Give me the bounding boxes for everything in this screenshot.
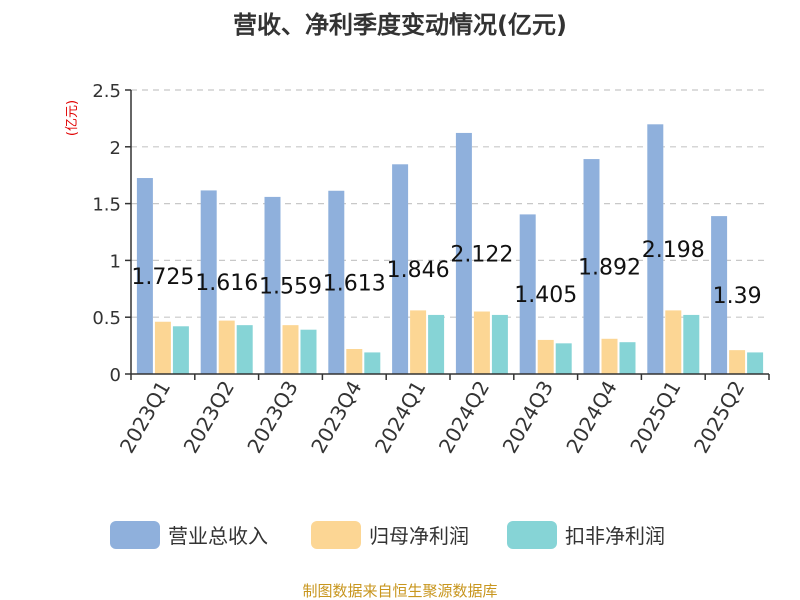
data-label: 1.725 <box>131 265 194 290</box>
data-label: 2.198 <box>642 238 705 263</box>
bar-series-2 <box>346 349 363 374</box>
y-axis-ticks: 0 0.5 1 1.5 2 2.5 <box>92 81 131 386</box>
legend-label: 扣非净利润 <box>565 524 665 548</box>
x-tick-label: 2023Q2 <box>179 377 239 458</box>
legend-label: 归母净利润 <box>369 524 469 548</box>
bar-series-3 <box>428 314 445 374</box>
bar-series-3 <box>172 326 189 374</box>
legend-swatch <box>110 521 160 549</box>
legend-swatch <box>507 521 557 549</box>
bar-series-2 <box>282 325 299 374</box>
x-axis-ticks: 2023Q1 2023Q2 2023Q3 2023Q4 2024Q1 2024Q2 2024… <box>115 374 770 458</box>
bar-series-2 <box>410 310 427 374</box>
bar-series-3 <box>236 325 253 374</box>
bar-series-3 <box>747 352 764 374</box>
x-tick-label: 2025Q2 <box>689 377 749 458</box>
data-label: 1.846 <box>387 258 450 283</box>
data-label: 1.405 <box>514 283 577 308</box>
data-label: 1.613 <box>323 271 386 296</box>
bar-series-1 <box>519 214 536 374</box>
y-tick-label: 0 <box>110 365 121 386</box>
y-tick-label: 2 <box>110 138 121 159</box>
bar-series-1 <box>200 190 217 374</box>
bar-series-3 <box>619 342 636 374</box>
bar-series-2 <box>473 311 490 374</box>
data-label: 2.122 <box>450 242 513 267</box>
bar-series-1 <box>711 216 728 374</box>
y-tick-label: 2.5 <box>92 81 121 102</box>
bar-series-2 <box>665 310 682 374</box>
y-tick-label: 1.5 <box>92 195 121 216</box>
x-tick-label: 2023Q4 <box>306 377 366 458</box>
bar-series-1 <box>647 124 664 375</box>
chart-title: 营收、净利季度变动情况(亿元) <box>233 11 567 39</box>
bar-series-2 <box>601 338 618 374</box>
bar-series-3 <box>555 343 572 374</box>
legend-swatch <box>311 521 361 549</box>
legend-label: 营业总收入 <box>168 524 268 548</box>
bars <box>136 124 764 375</box>
y-tick-label: 1 <box>110 251 121 272</box>
bar-series-3 <box>683 314 700 374</box>
bar-series-1 <box>328 190 345 374</box>
data-label: 1.39 <box>713 284 762 309</box>
bar-series-2 <box>537 339 554 374</box>
bar-series-2 <box>218 320 235 374</box>
data-label: 1.892 <box>578 256 641 281</box>
bar-series-3 <box>491 314 508 374</box>
bar-series-2 <box>154 321 171 374</box>
x-tick-label: 2023Q3 <box>242 377 302 458</box>
bar-series-1 <box>455 132 472 374</box>
y-tick-label: 0.5 <box>92 308 121 329</box>
x-tick-label: 2024Q1 <box>370 377 430 458</box>
x-tick-label: 2025Q1 <box>625 377 685 458</box>
bar-series-2 <box>729 350 746 374</box>
bar-series-1 <box>136 178 153 374</box>
bar-series-3 <box>364 352 381 374</box>
data-labels: 1.725 1.616 1.559 1.6131.8462.1221.4051.892… <box>131 238 761 309</box>
bar-series-1 <box>583 159 600 374</box>
bar-series-1 <box>392 164 409 374</box>
x-tick-label: 2024Q2 <box>434 377 494 458</box>
bar-series-3 <box>300 329 317 374</box>
data-label: 1.559 <box>259 274 322 299</box>
x-tick-label: 2024Q4 <box>561 377 621 458</box>
legend: 营业总收入 归母净利润 扣非净利润 <box>110 521 665 549</box>
x-tick-label: 2023Q1 <box>115 377 175 458</box>
bar-series-1 <box>264 196 281 374</box>
source-note: 制图数据来自恒生聚源数据库 <box>302 582 497 600</box>
y-axis-unit-label: (亿元) <box>65 100 80 136</box>
x-tick-label: 2024Q3 <box>498 377 558 458</box>
data-label: 1.616 <box>195 271 258 296</box>
